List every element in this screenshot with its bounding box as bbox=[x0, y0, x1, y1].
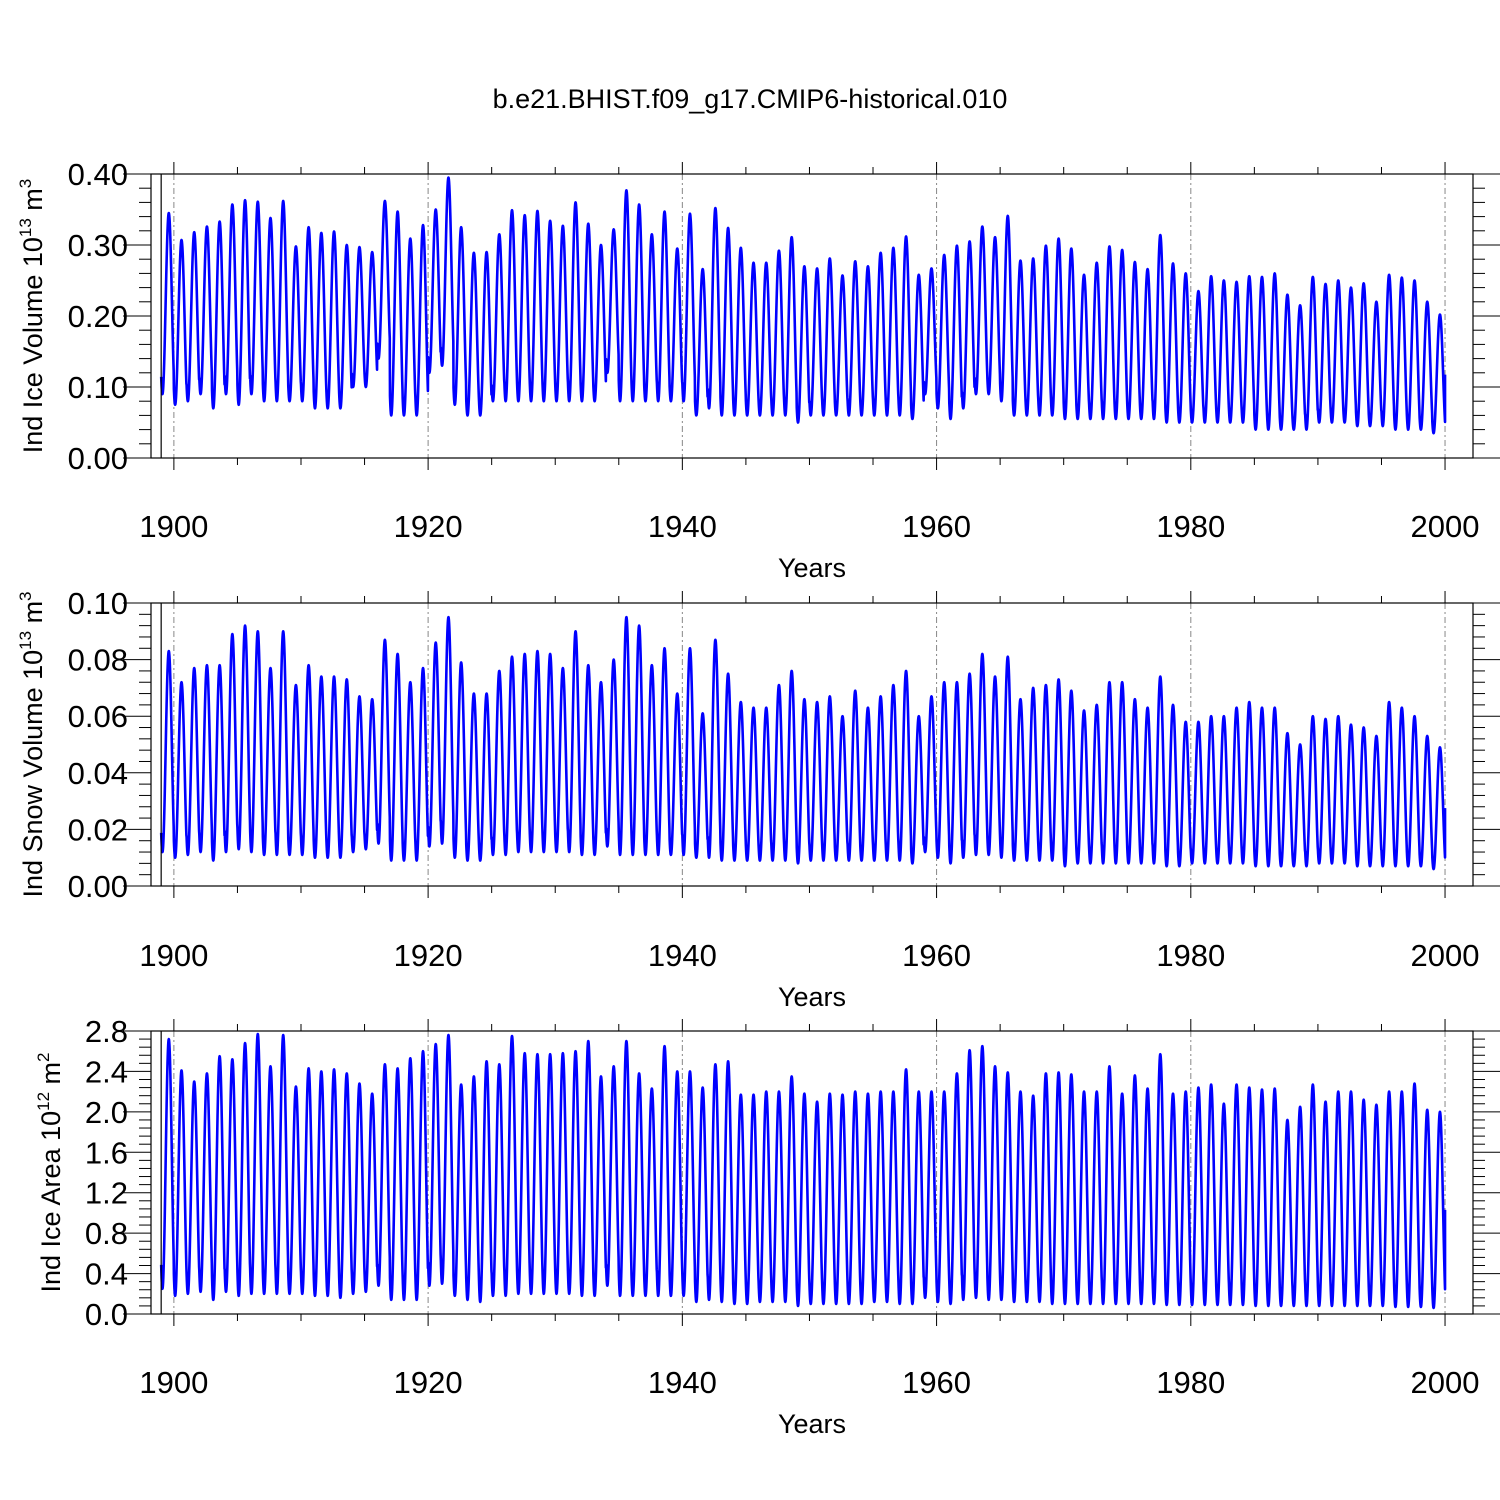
x-axis-title: Years bbox=[778, 553, 846, 583]
x-tick-label: 1940 bbox=[648, 509, 717, 544]
y-tick-label: 0.8 bbox=[85, 1216, 128, 1251]
x-tick-label: 1900 bbox=[139, 938, 208, 973]
plot-frame bbox=[150, 602, 1474, 887]
x-tick-label: 1960 bbox=[902, 1365, 971, 1400]
x-axis-title: Years bbox=[778, 982, 846, 1012]
y-tick-label: 1.2 bbox=[85, 1176, 128, 1211]
x-tick-label: 1900 bbox=[139, 509, 208, 544]
y-tick-label: 2.4 bbox=[85, 1054, 128, 1089]
y-axis-title-part: m bbox=[18, 188, 48, 218]
y-tick-label: 2.8 bbox=[85, 1014, 128, 1049]
x-tick-label: 1980 bbox=[1156, 509, 1225, 544]
x-axis-title: Years bbox=[778, 1409, 846, 1439]
y-axis-title-superscript: 2 bbox=[34, 1052, 53, 1061]
y-tick-label: 0.02 bbox=[68, 812, 128, 847]
y-tick-label: 0.0 bbox=[85, 1297, 128, 1332]
y-tick-label: 0.4 bbox=[85, 1257, 128, 1292]
y-axis-title: Ind Ice Volume 1013 m3 bbox=[16, 179, 48, 454]
x-tick-label: 1900 bbox=[139, 1365, 208, 1400]
y-axis-title-part: m bbox=[18, 601, 48, 631]
x-tick-label: 1960 bbox=[902, 509, 971, 544]
x-tick-label: 2000 bbox=[1411, 509, 1480, 544]
y-tick-label: 0.08 bbox=[68, 643, 128, 678]
x-tick-label: 1920 bbox=[394, 938, 463, 973]
y-axis-title-superscript: 3 bbox=[16, 591, 35, 600]
y-axis-title-part: Ind Ice Volume 10 bbox=[18, 237, 48, 453]
y-tick-label: 0.00 bbox=[68, 869, 128, 904]
series-line bbox=[159, 1032, 1447, 1310]
y-tick-label: 0.10 bbox=[68, 370, 128, 405]
x-tick-label: 1920 bbox=[394, 509, 463, 544]
y-tick-label: 0.20 bbox=[68, 299, 128, 334]
panel-ice-volume: 0.00 0.10 0.20 0.30 0.40 1900 1920 1940 1960 1980… bbox=[16, 157, 1500, 583]
x-tick-label: 1920 bbox=[394, 1365, 463, 1400]
x-tick-label: 1940 bbox=[648, 938, 717, 973]
y-axis-title-superscript: 12 bbox=[34, 1092, 53, 1111]
y-tick-label: 0.06 bbox=[68, 699, 128, 734]
page-title: b.e21.BHIST.f09_g17.CMIP6-historical.010 bbox=[492, 84, 1008, 114]
y-axis-title-part: m bbox=[36, 1062, 66, 1092]
panel-ice-area: 0.0 0.4 0.8 1.2 1.6 2.0 2.4 2.8 1900 1920 1940 1960… bbox=[34, 1014, 1500, 1439]
x-tick-label: 2000 bbox=[1411, 938, 1480, 973]
y-tick-label: 0.30 bbox=[68, 228, 128, 263]
y-tick-label: 1.6 bbox=[85, 1135, 128, 1170]
y-tick-label: 0.04 bbox=[68, 756, 128, 791]
y-axis-title-superscript: 13 bbox=[16, 631, 35, 650]
x-tick-label: 2000 bbox=[1411, 1365, 1480, 1400]
y-axis-title-superscript: 13 bbox=[16, 218, 35, 237]
series-line bbox=[159, 615, 1447, 871]
y-axis-title-part: Ind Ice Area 10 bbox=[36, 1111, 66, 1293]
x-tick-label: 1960 bbox=[902, 938, 971, 973]
y-axis-title: Ind Ice Area 1012 m2 bbox=[34, 1052, 66, 1292]
x-tick-label: 1980 bbox=[1156, 938, 1225, 973]
y-tick-label: 0.40 bbox=[68, 157, 128, 192]
series-line bbox=[159, 176, 1447, 435]
panel-snow-volume: 0.00 0.02 0.04 0.06 0.08 0.10 1900 1920 1940 1960… bbox=[16, 586, 1500, 1012]
y-axis-title-part: Ind Snow Volume 10 bbox=[18, 650, 48, 898]
x-tick-label: 1980 bbox=[1156, 1365, 1225, 1400]
x-tick-label: 1940 bbox=[648, 1365, 717, 1400]
y-tick-label: 0.10 bbox=[68, 586, 128, 621]
plot-frame bbox=[150, 1030, 1474, 1315]
y-tick-label: 0.00 bbox=[68, 441, 128, 476]
y-axis-title-superscript: 3 bbox=[16, 179, 35, 188]
y-axis-title: Ind Snow Volume 1013 m3 bbox=[16, 591, 48, 897]
y-tick-label: 2.0 bbox=[85, 1095, 128, 1130]
